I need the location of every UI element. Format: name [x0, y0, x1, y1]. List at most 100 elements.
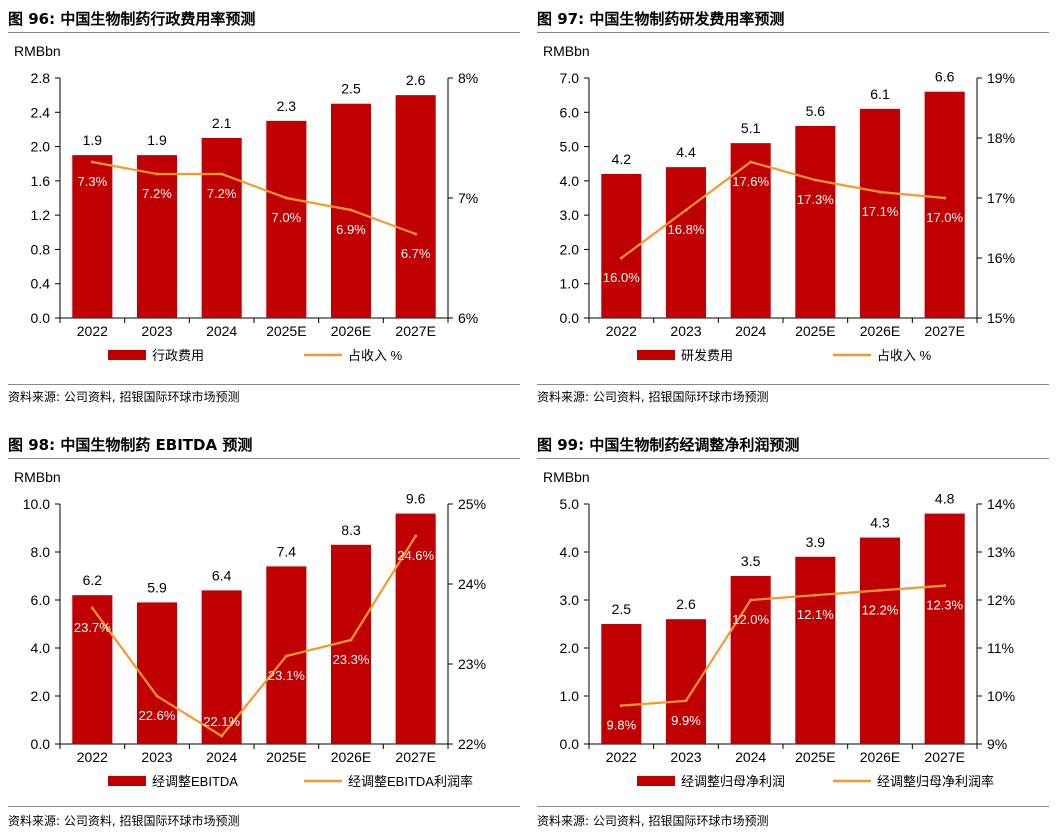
panel-fig98: 图 98: 中国生物制药 EBITDA 预测 RMBbn 0.0 2.0 4.0 6.0… — [8, 428, 520, 839]
line-point — [220, 734, 224, 738]
legend-bar-swatch — [108, 776, 146, 786]
x-tick-label: 2026E — [860, 749, 900, 765]
y2-tick-label: 23% — [458, 656, 486, 672]
x-tick-label: 2025E — [266, 323, 306, 339]
y-tick-label: 6.0 — [560, 104, 580, 120]
line-point — [155, 172, 159, 176]
source-note: 资料来源: 公司资料, 招银国际环球市场预测 — [537, 814, 769, 828]
y-tick-label: 4.0 — [31, 640, 51, 656]
x-tick-label: 2022 — [606, 749, 637, 765]
line-point — [684, 208, 688, 212]
bar — [924, 91, 965, 318]
legend-bar-swatch — [637, 350, 675, 360]
legend-line-label: 占收入 % — [877, 348, 932, 363]
line-value-label: 22.6% — [139, 708, 176, 723]
line-value-label: 16.0% — [603, 270, 640, 285]
source-divider — [8, 384, 520, 385]
x-tick-label: 2025E — [266, 749, 306, 765]
line-value-label: 16.8% — [668, 222, 705, 237]
line-value-label: 17.3% — [797, 192, 834, 207]
y-tick-label: 2.0 — [560, 640, 580, 656]
y-axis-unit-label: RMBbn — [543, 469, 590, 485]
y2-tick-label: 16% — [987, 250, 1015, 266]
y2-tick-label: 11% — [987, 640, 1014, 656]
source-divider — [8, 806, 520, 807]
x-tick-label: 2023 — [670, 323, 701, 339]
bar — [859, 537, 901, 744]
x-tick-label: 2022 — [606, 323, 637, 339]
chart-title: 图 96: 中国生物制药行政费用率预测 — [8, 10, 256, 28]
legend-bar-swatch — [637, 776, 675, 786]
line-point — [349, 638, 353, 642]
y-tick-label: 0.4 — [31, 276, 51, 292]
legend-bar-label: 经调整EBITDA — [152, 774, 238, 789]
chart-fig98: RMBbn 0.0 2.0 4.0 6.0 8.0 10.0 22% 23% 24% 25% 6.2 5… — [14, 469, 486, 789]
legend-line-label: 经调整EBITDA利润率 — [348, 774, 473, 789]
line-series — [621, 584, 945, 707]
y-tick-label: 1.0 — [560, 276, 580, 292]
line-point — [619, 256, 623, 260]
line-value-label: 12.0% — [732, 612, 769, 627]
line-value-label: 9.8% — [607, 718, 637, 733]
bar — [665, 167, 707, 318]
title-divider — [8, 32, 520, 33]
x-tick-label: 2027E — [395, 749, 435, 765]
bar-value-label: 4.2 — [612, 151, 632, 167]
y-tick-label: 0.0 — [31, 310, 51, 326]
line-point — [284, 654, 288, 658]
y2-tick-label: 18% — [987, 130, 1015, 146]
line-point — [90, 160, 94, 164]
y-tick-label: 0.8 — [31, 241, 51, 257]
x-tick-label: 2024 — [735, 323, 766, 339]
bar-value-label: 9.6 — [406, 491, 426, 507]
line-point — [878, 588, 882, 592]
x-tick-label: 2024 — [206, 749, 237, 765]
x-tick-label: 2027E — [924, 323, 964, 339]
line-value-label: 6.7% — [401, 246, 431, 261]
y2-tick-label: 15% — [987, 310, 1015, 326]
y2-tick-label: 10% — [987, 688, 1015, 704]
line-point — [220, 172, 224, 176]
panel-fig96: 图 96: 中国生物制药行政费用率预测 RMBbn 0.0 0.4 0.8 1.2 1.6… — [8, 0, 520, 415]
x-tick-label: 2027E — [924, 749, 964, 765]
x-tick-label: 2024 — [735, 749, 766, 765]
bar-value-label: 8.3 — [341, 522, 361, 538]
bar-value-label: 4.8 — [935, 491, 955, 507]
bar — [924, 513, 965, 744]
bar — [859, 108, 901, 318]
y-tick-label: 5.0 — [560, 139, 580, 155]
bar-value-label: 6.1 — [870, 86, 890, 102]
bar-value-label: 6.6 — [935, 69, 955, 85]
line-point — [619, 704, 623, 708]
y2-tick-label: 22% — [458, 736, 486, 752]
x-tick-label: 2026E — [331, 749, 371, 765]
x-tick-label: 2023 — [141, 323, 172, 339]
y-tick-label: 4.0 — [560, 173, 580, 189]
y-tick-label: 3.0 — [560, 207, 580, 223]
source-note: 资料来源: 公司资料, 招银国际环球市场预测 — [537, 390, 769, 404]
y-tick-label: 1.0 — [560, 688, 580, 704]
line-point — [878, 190, 882, 194]
y-tick-label: 6.0 — [31, 592, 51, 608]
title-divider — [537, 32, 1049, 33]
line-value-label: 7.0% — [272, 210, 302, 225]
bar-value-label: 7.4 — [277, 543, 297, 559]
line-point — [749, 160, 753, 164]
bar — [395, 95, 436, 318]
y-tick-label: 0.0 — [31, 736, 51, 752]
bar-value-label: 6.2 — [83, 572, 103, 588]
bar-value-label: 5.6 — [806, 103, 826, 119]
legend-bar-label: 行政费用 — [152, 348, 204, 363]
bar-value-label: 2.1 — [212, 115, 232, 131]
bar-value-label: 2.6 — [406, 72, 426, 88]
bar-value-label: 6.4 — [212, 567, 232, 583]
line-value-label: 23.1% — [268, 668, 305, 683]
y2-tick-label: 6% — [458, 310, 478, 326]
x-tick-label: 2024 — [206, 323, 237, 339]
legend-line-label: 经调整归母净利润率 — [877, 774, 994, 789]
line-value-label: 9.9% — [671, 713, 701, 728]
y2-tick-label: 14% — [987, 496, 1015, 512]
bar-value-label: 5.9 — [147, 579, 167, 595]
y2-tick-label: 12% — [987, 592, 1015, 608]
source-divider — [537, 806, 1049, 807]
